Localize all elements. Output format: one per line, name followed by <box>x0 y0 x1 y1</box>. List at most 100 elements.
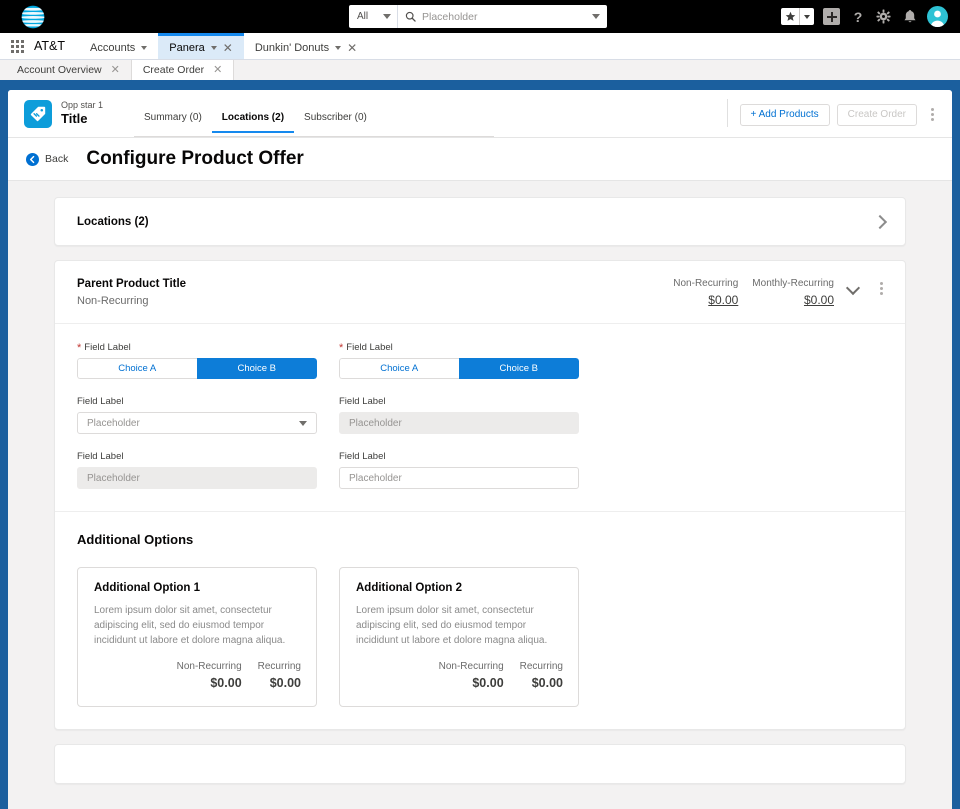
back-arrow-icon <box>26 152 39 166</box>
select-input[interactable]: Placeholder <box>77 412 317 434</box>
option-price-label: Non-Recurring <box>438 661 504 672</box>
close-icon[interactable]: ✕ <box>213 63 223 76</box>
page-title-row: Back Configure Product Offer <box>8 138 952 181</box>
favorites-star-icon[interactable] <box>781 8 800 25</box>
toggle-choice-b[interactable]: Choice B <box>196 358 317 379</box>
more-actions-icon[interactable] <box>924 104 940 126</box>
option-price-non-recurring: Non-Recurring $0.00 <box>439 660 504 692</box>
nav-tab-accounts[interactable]: Accounts <box>79 33 158 59</box>
price-value[interactable]: $0.00 <box>708 293 739 307</box>
toggle-choice-b[interactable]: Choice B <box>458 358 579 379</box>
next-product-card-partial[interactable] <box>54 744 906 784</box>
global-header: All Placeholder ? <box>0 0 960 33</box>
notifications-bell-icon[interactable] <box>901 8 918 25</box>
field-row-3: Field Label Placeholder Field Label <box>77 451 883 489</box>
additional-option-card-2[interactable]: Additional Option 2 Lorem ipsum dolor si… <box>339 567 579 707</box>
page-title: Configure Product Offer <box>86 148 304 169</box>
chevron-down-icon[interactable] <box>210 45 217 50</box>
price-label: Monthly-Recurring <box>752 278 834 289</box>
nav-tab-label: Accounts <box>90 41 136 54</box>
close-icon[interactable]: ✕ <box>347 40 358 55</box>
product-tag-icon <box>24 100 52 128</box>
additional-options-section: Additional Options Additional Option 1 L… <box>55 512 905 729</box>
field-row-1: * Field Label Choice A Choice B * <box>77 342 883 379</box>
search-chevron-down-icon[interactable] <box>592 14 600 19</box>
toggle-group[interactable]: Choice A Choice B <box>339 358 579 379</box>
toggle-choice-a[interactable]: Choice A <box>77 358 197 379</box>
product-card: Parent Product Title Non-Recurring Non-R… <box>54 260 906 730</box>
input-placeholder: Placeholder <box>87 472 140 484</box>
svg-text:?: ? <box>853 9 862 25</box>
back-label: Back <box>45 153 69 165</box>
app-launcher-icon[interactable] <box>0 33 34 59</box>
sub-tab-label: Account Overview <box>17 64 102 76</box>
product-title-block: Parent Product Title Non-Recurring <box>77 277 186 309</box>
additional-options-grid: Additional Option 1 Lorem ipsum dolor si… <box>77 567 883 707</box>
option-price-label: Recurring <box>257 661 301 672</box>
tab-subscriber[interactable]: Subscriber (0) <box>304 112 367 123</box>
page-container: Opp star 1 Title Summary (0) Locations (… <box>8 90 952 809</box>
option-price-label: Non-Recurring <box>176 661 242 672</box>
create-order-button: Create Order <box>836 103 917 126</box>
price-non-recurring: Non-Recurring $0.00 <box>673 277 738 309</box>
chevron-down-icon[interactable] <box>848 283 859 290</box>
global-search[interactable]: All Placeholder <box>349 5 607 28</box>
record-eyebrow: Opp star 1 <box>61 100 104 110</box>
att-globe-logo[interactable] <box>18 2 48 32</box>
record-tab-list: Summary (0) Locations (2) Subscriber (0) <box>134 99 494 137</box>
locations-card-title: Locations (2) <box>77 215 149 228</box>
sub-tab-create-order[interactable]: Create Order ✕ <box>131 60 235 80</box>
text-input-disabled: Placeholder <box>77 467 317 489</box>
chevron-down-icon[interactable] <box>335 45 342 50</box>
tab-summary[interactable]: Summary (0) <box>144 112 202 123</box>
locations-summary-card[interactable]: Locations (2) <box>54 197 906 246</box>
favorites-control[interactable] <box>781 8 814 25</box>
back-button[interactable]: Back <box>26 152 69 166</box>
help-icon[interactable]: ? <box>849 8 866 25</box>
close-icon[interactable]: ✕ <box>110 63 120 76</box>
product-price-group: Non-Recurring $0.00 Monthly-Recurring $0… <box>673 277 889 309</box>
toggle-group[interactable]: Choice A Choice B <box>77 358 317 379</box>
price-value[interactable]: $0.00 <box>803 293 834 307</box>
search-input[interactable]: Placeholder <box>398 5 607 28</box>
add-products-button[interactable]: + Add Products <box>739 103 830 126</box>
nav-tab-dunkin-donuts[interactable]: Dunkin' Donuts ✕ <box>244 33 368 59</box>
text-input[interactable]: Placeholder <box>339 467 579 489</box>
favorites-chevron-down-icon[interactable] <box>800 8 814 25</box>
tab-locations[interactable]: Locations (2) <box>211 99 295 133</box>
close-icon[interactable]: ✕ <box>222 40 233 55</box>
field-label-text: Field Label <box>346 342 393 353</box>
option-price-non-recurring: Non-Recurring $0.00 <box>177 660 242 692</box>
setup-gear-icon[interactable] <box>875 8 892 25</box>
field-label: * Field Label <box>77 342 317 353</box>
nav-tab-label: Dunkin' Donuts <box>254 41 330 54</box>
option-price-value: $0.00 <box>210 676 242 690</box>
option-price-label: Recurring <box>519 661 563 672</box>
search-scope-select[interactable]: All <box>349 5 398 28</box>
text-input-disabled: Placeholder <box>339 412 579 434</box>
additional-option-card-1[interactable]: Additional Option 1 Lorem ipsum dolor si… <box>77 567 317 707</box>
chevron-down-icon <box>383 14 391 19</box>
field-label-text: Field Label <box>84 342 131 353</box>
chevron-down-icon[interactable] <box>141 45 148 50</box>
sub-tab-label: Create Order <box>142 64 205 76</box>
field-label-text: Field Label <box>339 451 386 462</box>
nav-tab-panera[interactable]: Panera ✕ <box>158 33 244 59</box>
sub-tab-account-overview[interactable]: Account Overview ✕ <box>6 60 132 80</box>
app-navigation-bar: AT&T Accounts Panera ✕ Dunkin' Donuts ✕ <box>0 33 960 60</box>
chevron-right-icon[interactable] <box>872 214 888 229</box>
option-price-group: Non-Recurring $0.00 Recurring $0.00 <box>356 660 563 692</box>
product-more-actions-icon[interactable] <box>873 277 889 299</box>
toggle-choice-a[interactable]: Choice A <box>339 358 459 379</box>
field-label: * Field Label <box>339 342 579 353</box>
user-avatar[interactable] <box>927 6 948 27</box>
add-icon[interactable] <box>823 8 840 25</box>
page-frame: Opp star 1 Title Summary (0) Locations (… <box>0 84 960 809</box>
required-indicator: * <box>339 341 344 354</box>
search-scope-value: All <box>357 11 369 22</box>
page-body: Locations (2) Parent Product Title Non-R… <box>8 181 952 808</box>
global-header-actions: ? <box>781 0 948 33</box>
field-label: Field Label <box>77 396 317 407</box>
field-label: Field Label <box>339 451 579 462</box>
option-description: Lorem ipsum dolor sit amet, consectetur … <box>94 605 286 646</box>
